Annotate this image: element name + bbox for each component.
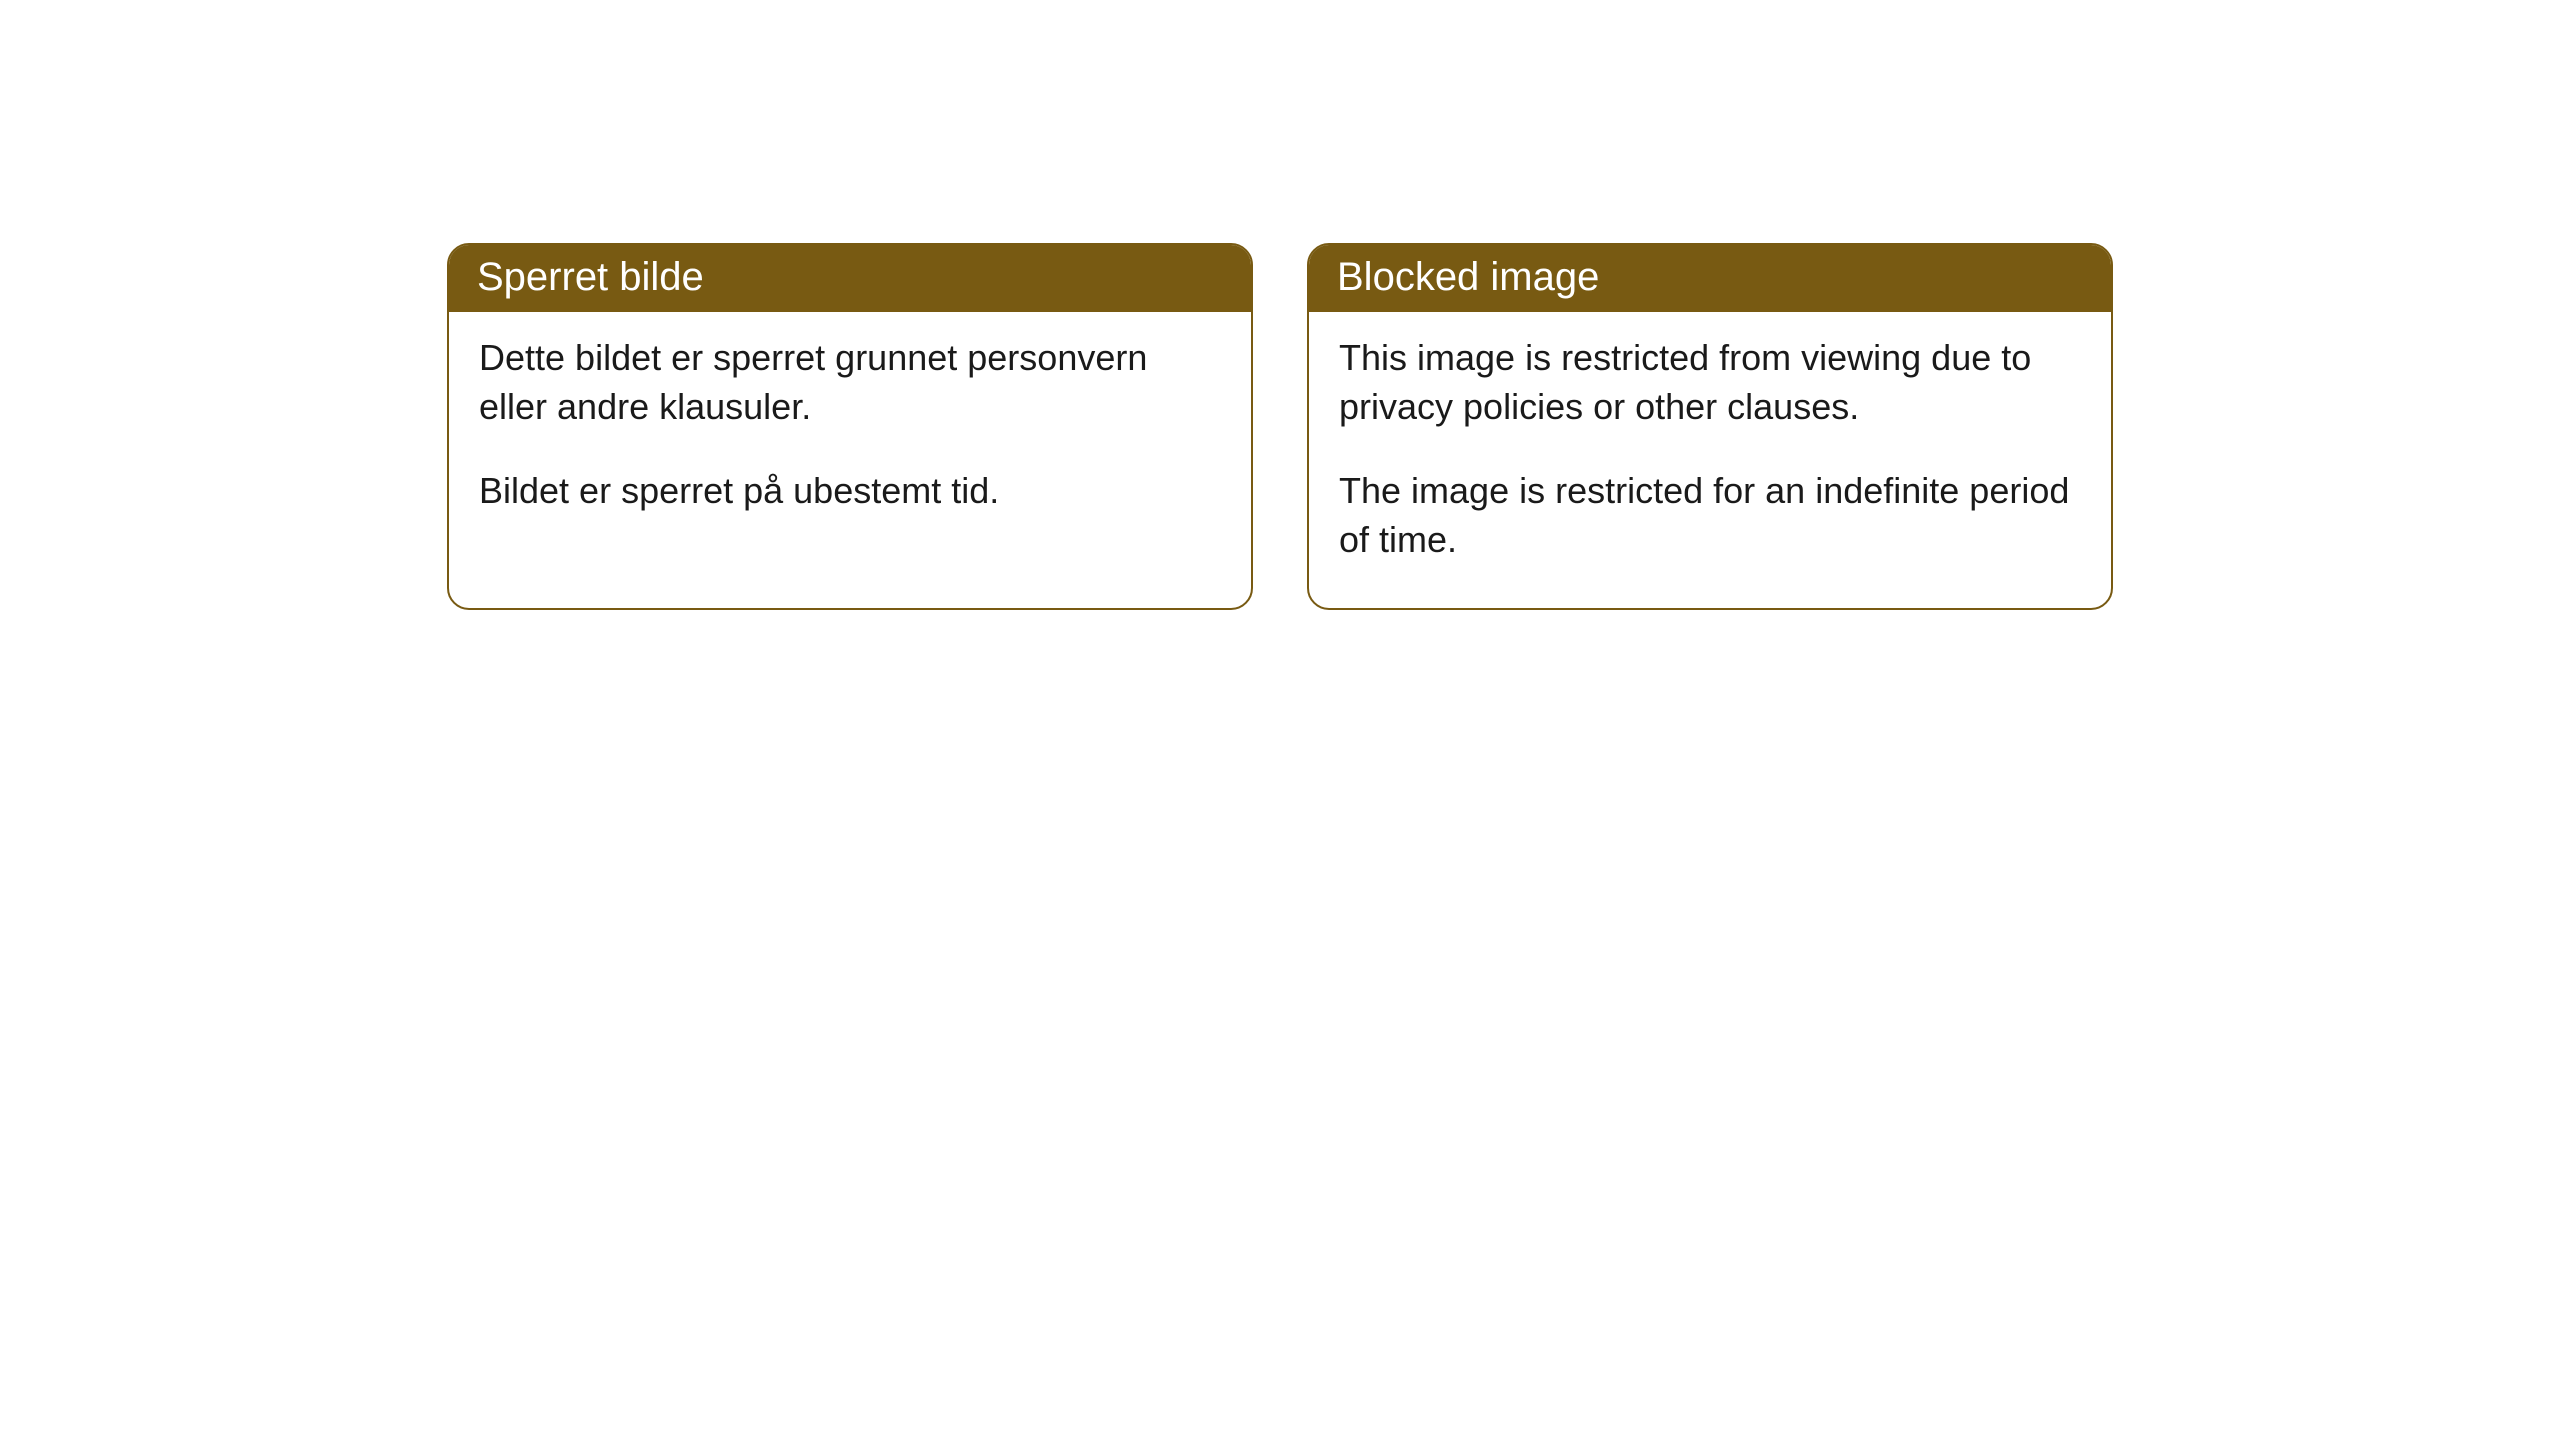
card-body-right: This image is restricted from viewing du… — [1309, 312, 2111, 608]
card-paragraph: This image is restricted from viewing du… — [1339, 334, 2081, 431]
blocked-image-card-english: Blocked image This image is restricted f… — [1307, 243, 2113, 610]
card-paragraph: Dette bildet er sperret grunnet personve… — [479, 334, 1221, 431]
cards-container: Sperret bilde Dette bildet er sperret gr… — [0, 243, 2560, 610]
card-header-right: Blocked image — [1309, 245, 2111, 312]
card-body-left: Dette bildet er sperret grunnet personve… — [449, 312, 1251, 560]
card-header-left: Sperret bilde — [449, 245, 1251, 312]
card-paragraph: The image is restricted for an indefinit… — [1339, 467, 2081, 564]
blocked-image-card-norwegian: Sperret bilde Dette bildet er sperret gr… — [447, 243, 1253, 610]
card-paragraph: Bildet er sperret på ubestemt tid. — [479, 467, 1221, 516]
